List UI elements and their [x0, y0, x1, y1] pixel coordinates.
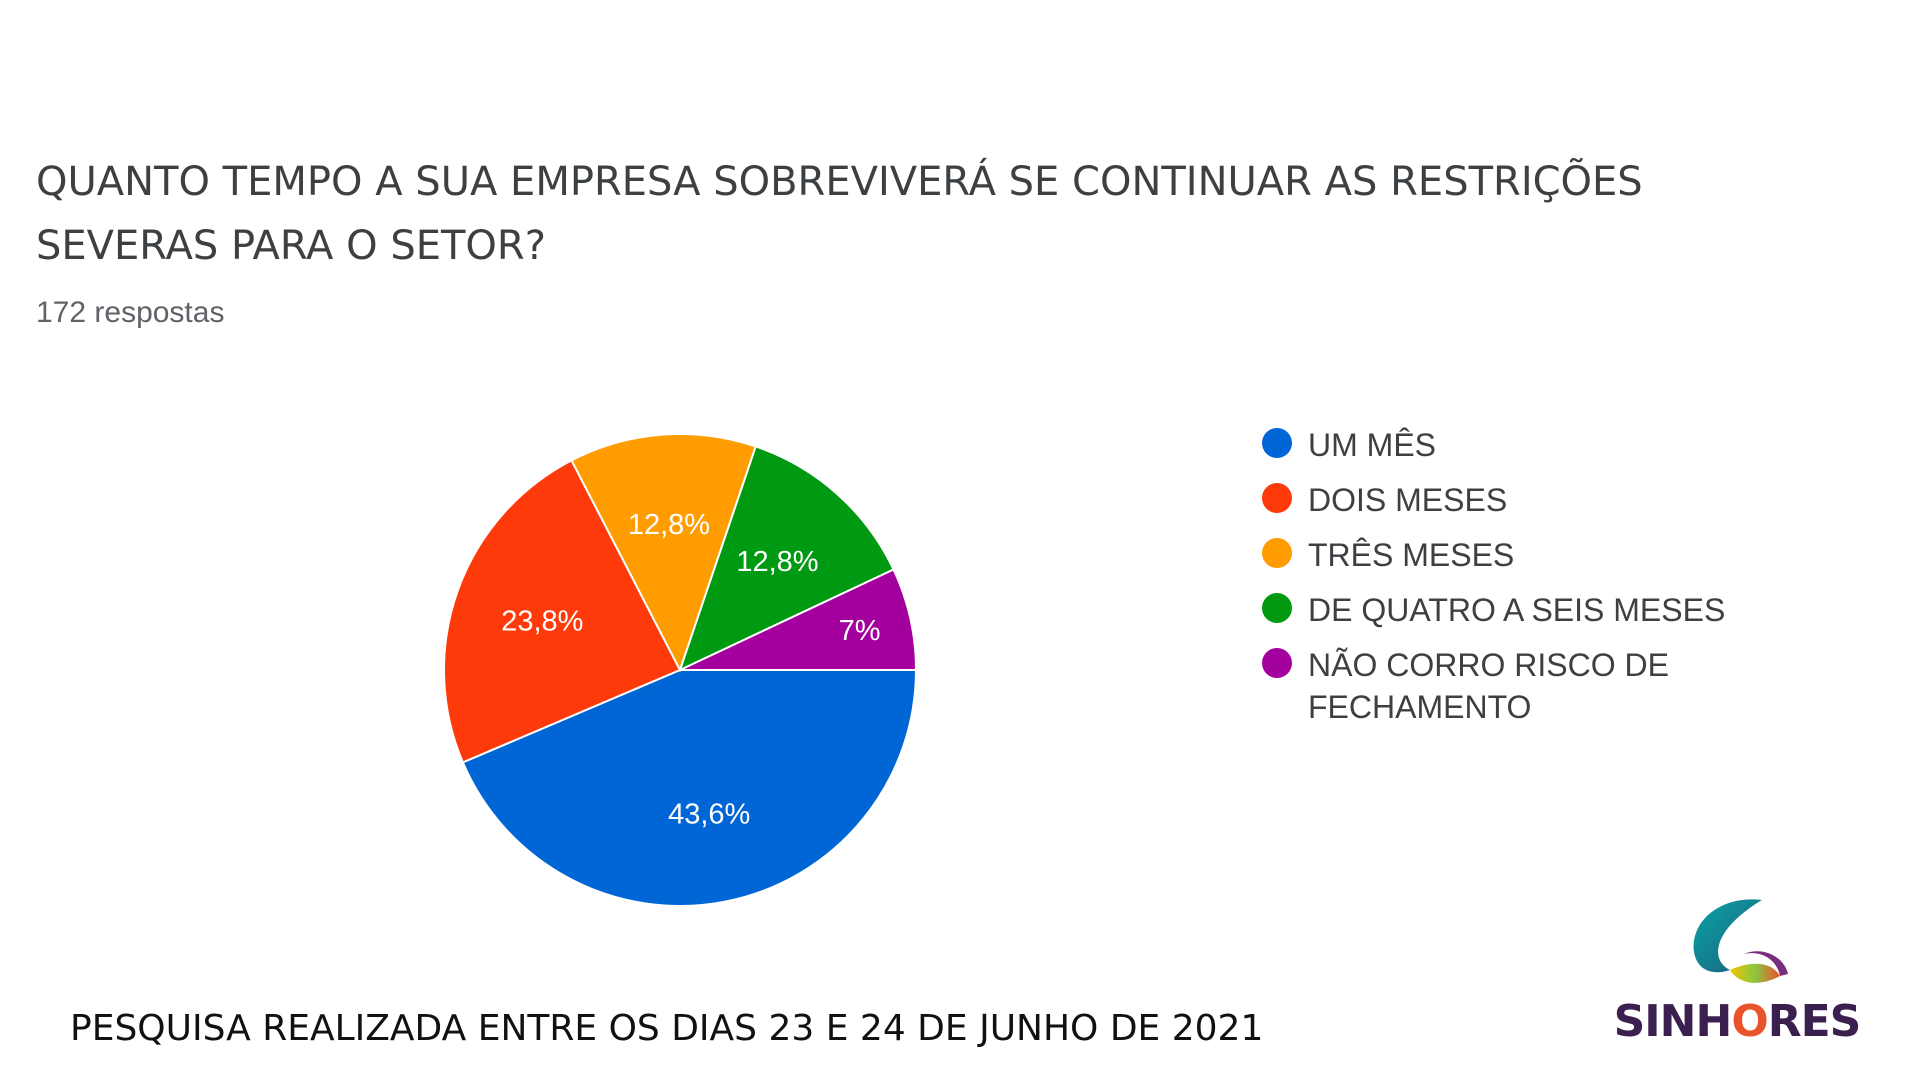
slice-data-label: 12,8% — [736, 546, 818, 578]
pie-slice — [679, 568, 918, 671]
legend-item: DOIS MESES — [1262, 479, 1822, 521]
legend-label: DE QUATRO A SEIS MESES — [1308, 592, 1726, 628]
slice-data-label: 43,6% — [668, 798, 750, 830]
legend-item: DE QUATRO A SEIS MESES — [1262, 589, 1822, 631]
legend-swatch — [1262, 538, 1292, 568]
legend-label: NÃO CORRO RISCO DE FECHAMENTO — [1308, 647, 1669, 725]
survey-date-note: PESQUISA REALIZADA ENTRE OS DIAS 23 E 24… — [70, 1008, 1264, 1049]
legend-item: TRÊS MESES — [1262, 534, 1822, 576]
slice-data-label: 7% — [839, 615, 881, 647]
slice-data-label: 12,8% — [628, 509, 710, 541]
pie-slice — [678, 445, 895, 672]
legend-label: UM MÊS — [1308, 427, 1436, 463]
chart-legend: UM MÊS DOIS MESES TRÊS MESES DE QUATRO A SE… — [1262, 424, 1822, 741]
legend-label: TRÊS MESES — [1308, 537, 1515, 573]
legend-item: NÃO CORRO RISCO DE FECHAMENTO — [1262, 644, 1822, 728]
slice-data-label: 23,8% — [501, 605, 583, 637]
legend-swatch — [1262, 428, 1292, 458]
logo-mark-icon — [1693, 899, 1788, 983]
legend-swatch — [1262, 593, 1292, 623]
response-count: 172 respostas — [36, 296, 225, 329]
legend-item: UM MÊS — [1262, 424, 1822, 466]
sinhores-logo: SINHORES — [1612, 890, 1862, 1050]
pie-slice — [461, 669, 918, 907]
pie-slice — [443, 459, 682, 764]
chart-title: QUANTO TEMPO A SUA EMPRESA SOBREVIVERÁ S… — [36, 159, 1643, 269]
legend-swatch — [1262, 648, 1292, 678]
pie-chart: 43,6% 23,8% 12,8% 12,8% 7% — [443, 433, 918, 907]
legend-swatch — [1262, 483, 1292, 513]
logo-wordmark: SINHORES — [1613, 996, 1862, 1047]
pie-slice — [570, 433, 758, 673]
legend-label: DOIS MESES — [1308, 482, 1508, 518]
